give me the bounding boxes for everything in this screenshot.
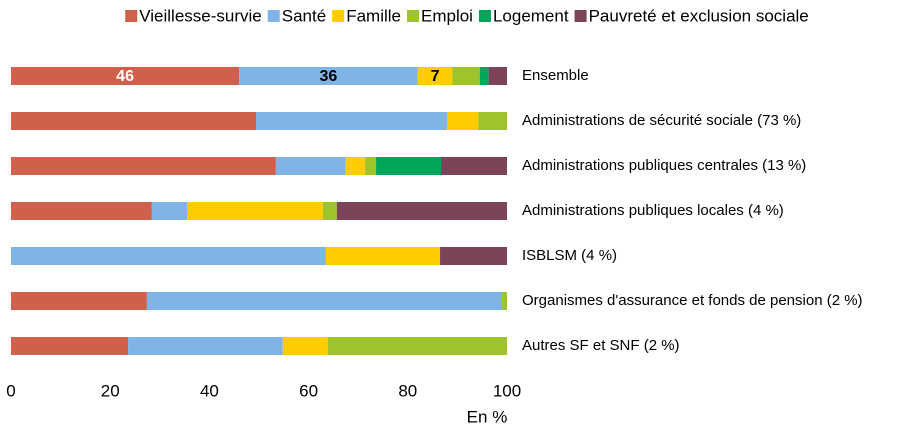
bar-segment bbox=[151, 202, 188, 220]
legend-label: Logement bbox=[493, 6, 569, 25]
bar-segment bbox=[478, 112, 507, 130]
bar-segment bbox=[282, 337, 328, 355]
legend: Vieillesse-survie Santé Famille Emploi Logem… bbox=[125, 6, 809, 25]
x-tick-label: 100 bbox=[493, 381, 521, 400]
bar-segment bbox=[345, 157, 366, 175]
bar-segment bbox=[322, 202, 337, 220]
bar-segment bbox=[11, 67, 240, 85]
legend-swatch bbox=[267, 10, 280, 22]
bar-segment bbox=[128, 337, 283, 355]
category-label: Autres SF et SNF (2 %) bbox=[522, 337, 680, 354]
category-label: Organismes d'assurance et fonds de pensi… bbox=[522, 292, 863, 309]
x-tick-label: 20 bbox=[101, 381, 120, 400]
legend-label: Pauvreté et exclusion sociale bbox=[589, 6, 809, 25]
legend-swatch bbox=[478, 10, 491, 22]
bar-segment bbox=[325, 247, 441, 265]
bar-segment bbox=[11, 157, 276, 175]
bar-segment bbox=[187, 202, 323, 220]
legend-label: Vieillesse-survie bbox=[139, 6, 262, 25]
bar-segment bbox=[256, 112, 447, 130]
x-tick-label: 60 bbox=[299, 381, 318, 400]
bar-segment bbox=[479, 67, 489, 85]
data-label: 46 bbox=[116, 68, 134, 85]
bar-segment bbox=[146, 292, 503, 310]
category-label: Administrations publiques centrales (13 … bbox=[522, 157, 806, 174]
bar-segment bbox=[452, 67, 480, 85]
x-tick-label: 80 bbox=[398, 381, 417, 400]
legend-label: Emploi bbox=[421, 6, 473, 25]
x-tick-label: 0 bbox=[6, 381, 15, 400]
bar-segment bbox=[239, 67, 418, 85]
bar-segment bbox=[11, 247, 326, 265]
bar-segment bbox=[275, 157, 346, 175]
bar-segment bbox=[446, 112, 479, 130]
bar-segment bbox=[11, 202, 152, 220]
bar-segment bbox=[11, 112, 257, 130]
category-label: ISBLSM (4 %) bbox=[522, 247, 617, 264]
bar-segment bbox=[440, 247, 507, 265]
x-tick-label: 40 bbox=[200, 381, 219, 400]
bar-segment bbox=[488, 67, 507, 85]
bar-segment bbox=[417, 67, 453, 85]
bar-segment bbox=[11, 337, 129, 355]
category-label: Ensemble bbox=[522, 67, 589, 84]
legend-swatch bbox=[332, 10, 345, 22]
bar-segment bbox=[365, 157, 377, 175]
category-label: Administrations publiques locales (4 %) bbox=[522, 202, 784, 219]
data-label: 7 bbox=[431, 68, 440, 85]
bar-segment bbox=[376, 157, 442, 175]
legend-swatch bbox=[574, 10, 587, 22]
data-label: 36 bbox=[320, 68, 338, 85]
legend-label: Santé bbox=[282, 6, 326, 25]
bar-segment bbox=[336, 202, 507, 220]
bar-segment bbox=[11, 292, 147, 310]
bar-segment bbox=[327, 337, 507, 355]
category-label: Administrations de sécurité sociale (73 … bbox=[522, 112, 801, 129]
legend-label: Famille bbox=[346, 6, 401, 25]
legend-swatch bbox=[125, 10, 138, 22]
bar-segment bbox=[441, 157, 507, 175]
legend-swatch bbox=[406, 10, 419, 22]
bar-segment bbox=[502, 292, 507, 310]
x-axis-label: En % bbox=[467, 407, 508, 426]
